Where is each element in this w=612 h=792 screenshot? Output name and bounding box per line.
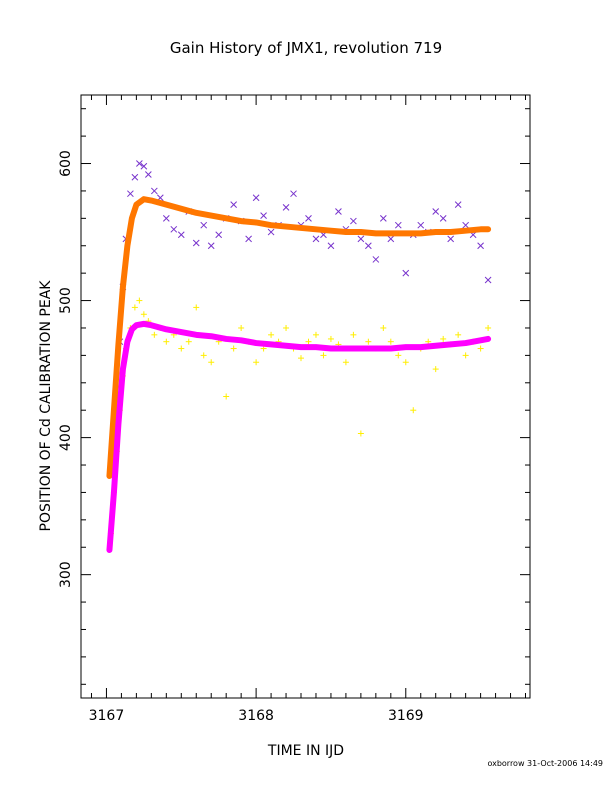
data-point [394,221,402,229]
data-point [131,304,138,311]
x-axis-label: TIME IN IJD [267,743,344,759]
series-layer [106,160,492,553]
data-point [150,187,158,195]
data-point [151,331,158,338]
series-1 [107,297,492,537]
data-point [178,345,185,352]
data-point [417,221,425,229]
data-point [260,212,267,219]
data-point [131,173,139,181]
fit-curve [106,320,492,553]
data-point [208,359,215,366]
data-point [223,393,230,400]
data-point [267,228,275,236]
data-point [193,304,200,311]
data-point [439,214,447,222]
data-point [350,217,357,225]
data-point [455,331,462,338]
data-point [177,231,185,239]
data-point [312,331,319,338]
plot-frame [80,94,531,699]
data-point [305,338,312,345]
data-point [387,235,395,243]
data-point [402,359,409,366]
data-point [290,190,297,198]
data-point [454,201,462,208]
y-tick-label: 400 [58,424,74,451]
data-point [357,430,364,437]
footer-credit: oxborrow 31-Oct-2006 14:49 [487,759,603,768]
data-point [327,335,334,342]
data-point [230,201,238,208]
data-point [192,239,200,247]
data-point [170,225,178,233]
data-point [365,242,372,250]
data-point [268,331,275,338]
series-2 [106,196,492,479]
data-point [252,194,260,202]
data-point [387,338,394,345]
x-tick-label: 3169 [388,708,424,724]
axis-ticks [81,95,530,698]
data-point [462,221,469,229]
data-point [350,331,357,338]
x-tick-labels: 3167 3168 3169 [89,708,424,724]
data-point [477,345,484,352]
data-point [185,338,192,345]
data-point [305,214,312,222]
data-point [163,338,170,345]
data-point [136,297,143,304]
data-point [245,235,252,243]
data-point [238,324,245,331]
data-point [379,214,387,222]
data-point [162,214,170,222]
y-tick-label: 600 [58,150,74,177]
data-point [335,208,342,215]
y-tick-labels: 300 400 500 600 [58,150,74,588]
data-point [432,208,440,215]
data-point [372,256,380,263]
y-tick-label: 500 [58,287,74,314]
data-point [485,324,492,331]
data-point [253,359,260,366]
data-point [440,335,447,342]
data-point [144,171,152,178]
data-point [136,160,143,167]
data-point [200,221,208,229]
data-point [298,355,305,362]
data-point [327,242,335,250]
data-point [200,352,207,359]
x-tick-label: 3168 [238,708,274,724]
x-tick-label: 3167 [89,708,125,724]
data-point [477,242,484,250]
y-tick-label: 300 [58,561,74,588]
data-point [140,162,148,170]
series-0 [107,160,492,476]
data-point [462,352,469,359]
data-point [432,366,439,373]
data-point [342,359,349,366]
data-point [320,352,327,359]
fit-curve [106,196,492,479]
data-point [365,338,372,345]
data-point [230,345,237,352]
data-point [312,235,320,243]
data-point [207,242,215,250]
data-point [402,269,410,277]
chart-title: Gain History of JMX1, revolution 719 [170,39,442,57]
data-point [447,235,455,243]
y-axis-label: POSITION OF Cd CALIBRATION PEAK [38,280,54,532]
data-point [283,324,290,331]
data-point [282,204,290,211]
data-point [140,311,147,318]
data-point [357,235,365,243]
data-point [410,407,417,414]
data-point [380,324,387,331]
data-point [127,190,134,198]
data-point [395,352,402,359]
series-3 [106,320,492,553]
data-point [215,231,223,239]
data-point [484,276,492,284]
